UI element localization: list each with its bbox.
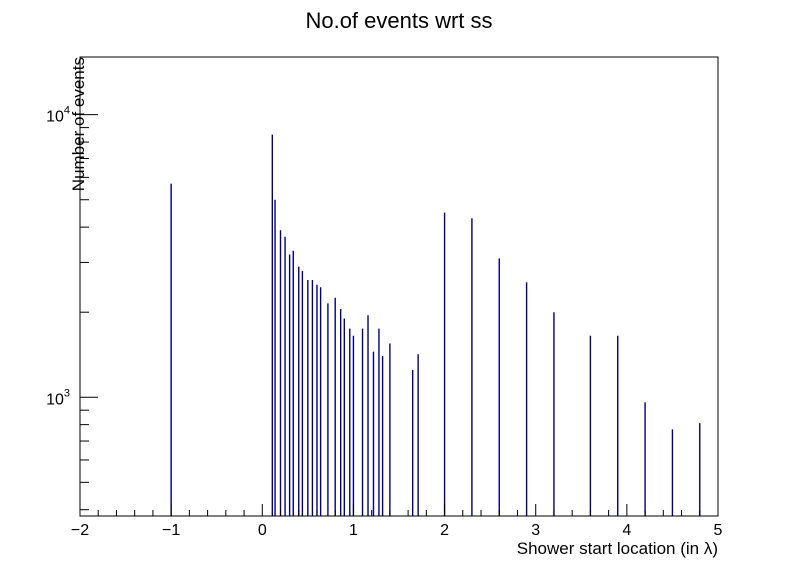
- y-tick-label: 103: [46, 387, 70, 408]
- x-tick-label: 3: [531, 522, 540, 539]
- x-tick-label: 0: [258, 522, 267, 539]
- bars-group: [170, 134, 701, 516]
- y-tick-label: 104: [46, 105, 70, 126]
- y-axis: 103 104: [46, 105, 98, 511]
- chart-title: No.of events wrt ss: [305, 8, 492, 33]
- x-tick-label: −1: [162, 522, 180, 539]
- x-tick-label: 1: [349, 522, 358, 539]
- plot-frame: [79, 56, 719, 517]
- x-tick-label: 5: [714, 522, 723, 539]
- x-tick-label: 4: [622, 522, 631, 539]
- y-axis-label: Number of events: [69, 57, 88, 191]
- x-axis: −2 −1 0 1 2 3 4 5: [71, 504, 723, 539]
- x-tick-label: 2: [440, 522, 449, 539]
- x-tick-label: −2: [71, 522, 89, 539]
- x-axis-label: Shower start location (in λ): [517, 539, 718, 558]
